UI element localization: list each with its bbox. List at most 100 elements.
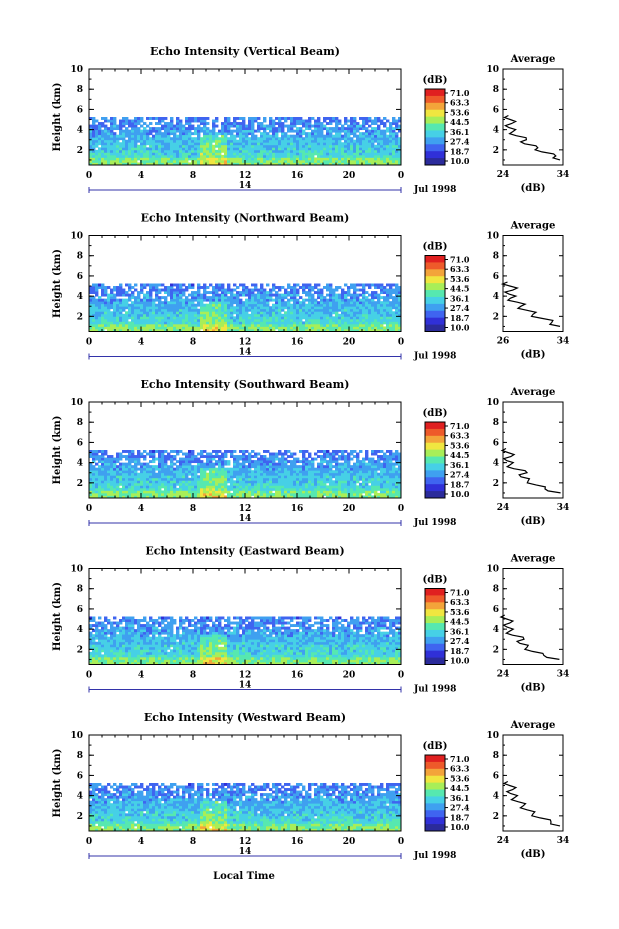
heatmap-cell (176, 313, 180, 317)
heatmap-cell (263, 318, 267, 322)
heatmap-cell (248, 291, 252, 295)
heatmap-cell (104, 477, 108, 481)
heatmap-cell (122, 149, 126, 153)
heatmap-cell (221, 296, 225, 300)
heatmap-cell (248, 457, 252, 461)
heatmap-cell (134, 475, 138, 479)
heatmap-cell (224, 119, 228, 123)
heatmap-cell (158, 457, 162, 461)
heatmap-cell (380, 328, 384, 332)
heatmap-cell (200, 467, 204, 471)
heatmap-cell (113, 157, 117, 161)
x-tick-label: 0 (86, 171, 92, 181)
heatmap-cell (254, 288, 258, 292)
colorbar-label: 10.0 (450, 156, 470, 166)
heatmap-cell (308, 119, 312, 123)
heatmap-cell (227, 124, 231, 128)
heatmap-cell (110, 321, 114, 325)
heatmap-cell (143, 157, 147, 161)
heatmap-cell (104, 316, 108, 320)
heatmap-cell (161, 152, 165, 156)
heatmap-cell (128, 316, 132, 320)
heatmap-cell (368, 147, 372, 151)
heatmap-cell (287, 157, 291, 161)
heatmap-cell (332, 142, 336, 146)
heatmap-cell (149, 477, 153, 481)
heatmap-cell (356, 306, 360, 310)
heatmap-cell (221, 124, 225, 128)
heatmap-cell (353, 124, 357, 128)
heatmap-cell (122, 301, 126, 305)
heatmap-cell (119, 480, 123, 484)
heatmap-cell (110, 495, 114, 499)
heatmap-cell (146, 283, 150, 287)
heatmap-cell (155, 308, 159, 312)
heatmap-cell (188, 137, 192, 141)
heatmap-cells (89, 450, 402, 499)
heatmap-cell (338, 127, 342, 131)
heatmap-cell (227, 472, 231, 476)
heatmap-cell (221, 137, 225, 141)
heatmap-cell (212, 465, 216, 469)
heatmap-cell (179, 311, 183, 315)
heatmap-cell (224, 127, 228, 131)
heatmap-cell (383, 157, 387, 161)
heatmap-cell (128, 157, 132, 161)
heatmap-cell (395, 159, 399, 163)
heatmap-cell (131, 306, 135, 310)
heatmap-cell (278, 482, 282, 486)
heatmap-cell (131, 477, 135, 481)
average-y-label: 8 (493, 252, 499, 262)
heatmap-cell (125, 157, 129, 161)
heatmap-cell (197, 328, 201, 332)
heatmap-cell (239, 159, 243, 163)
heatmap-cell (173, 472, 177, 476)
heatmap-cell (275, 326, 279, 330)
heatmap-cell (134, 465, 138, 469)
heatmap-cell (233, 480, 237, 484)
heatmap-cell (218, 457, 222, 461)
heatmap-cell (251, 321, 255, 325)
heatmap-cell (293, 149, 297, 153)
heatmap-cell (131, 492, 135, 496)
heatmap-cell (332, 316, 336, 320)
heatmap-cell (227, 321, 231, 325)
heatmap-cell (128, 450, 132, 453)
heatmap-cell (272, 129, 276, 133)
heatmap-cell (344, 144, 348, 148)
heatmap-cell (227, 286, 231, 289)
heatmap-cell (194, 308, 198, 312)
heatmap-cell (149, 293, 153, 297)
heatmap-cell (224, 152, 228, 156)
heatmap-cell (365, 311, 369, 315)
heatmap-cell (212, 308, 216, 312)
heatmap-cell (395, 306, 399, 310)
heatmap-cell (194, 487, 198, 491)
heatmap-cell (389, 122, 393, 125)
heatmap-cell (281, 467, 285, 471)
heatmap-cell (176, 149, 180, 153)
heatmap-cell (356, 129, 360, 133)
heatmap-cell (329, 149, 333, 153)
heatmap-cell (278, 301, 282, 305)
y-tick-label: 8 (77, 85, 83, 95)
heatmap-cell (263, 316, 267, 320)
heatmap-cell (134, 149, 138, 153)
heatmap-cell (143, 293, 147, 297)
heatmap-cell (137, 301, 141, 305)
heatmap-cell (179, 162, 183, 166)
heatmap-cell (242, 303, 246, 307)
heatmap-cell (161, 303, 165, 307)
heatmap-cell (239, 291, 243, 295)
heatmap-cell (191, 127, 195, 131)
heatmap-cell (353, 142, 357, 146)
heatmap-cell (371, 303, 375, 307)
heatmap-cell (101, 467, 105, 471)
heatmap-cell (296, 119, 300, 123)
heatmap-cell (269, 154, 273, 158)
heatmap-cell (200, 137, 204, 141)
heatmap-cell (164, 137, 168, 141)
heatmap-cell (356, 296, 360, 300)
heatmap-cell (314, 159, 318, 163)
heatmap-cell (266, 144, 270, 148)
